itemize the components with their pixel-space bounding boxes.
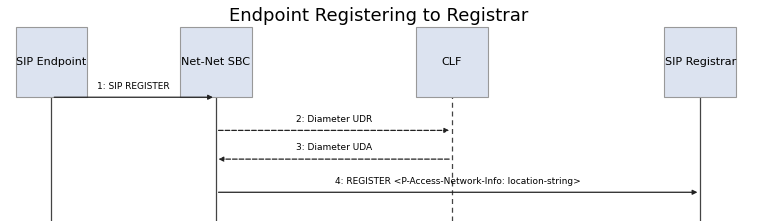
Text: Net-Net SBC: Net-Net SBC [181, 57, 251, 67]
Bar [180, 27, 251, 97]
Text: 3: Diameter UDA: 3: Diameter UDA [296, 143, 372, 152]
Bar [16, 27, 88, 97]
Text: SIP Registrar: SIP Registrar [665, 57, 736, 67]
Text: SIP Endpoint: SIP Endpoint [17, 57, 86, 67]
Text: Endpoint Registering to Registrar: Endpoint Registering to Registrar [229, 7, 528, 25]
Bar [416, 27, 488, 97]
Bar [665, 27, 736, 97]
Text: 1: SIP REGISTER: 1: SIP REGISTER [98, 82, 170, 91]
Text: 2: Diameter UDR: 2: Diameter UDR [296, 115, 372, 124]
Text: 4: REGISTER <P-Access-Network-Info: location-string>: 4: REGISTER <P-Access-Network-Info: loca… [335, 177, 581, 186]
Text: CLF: CLF [442, 57, 462, 67]
